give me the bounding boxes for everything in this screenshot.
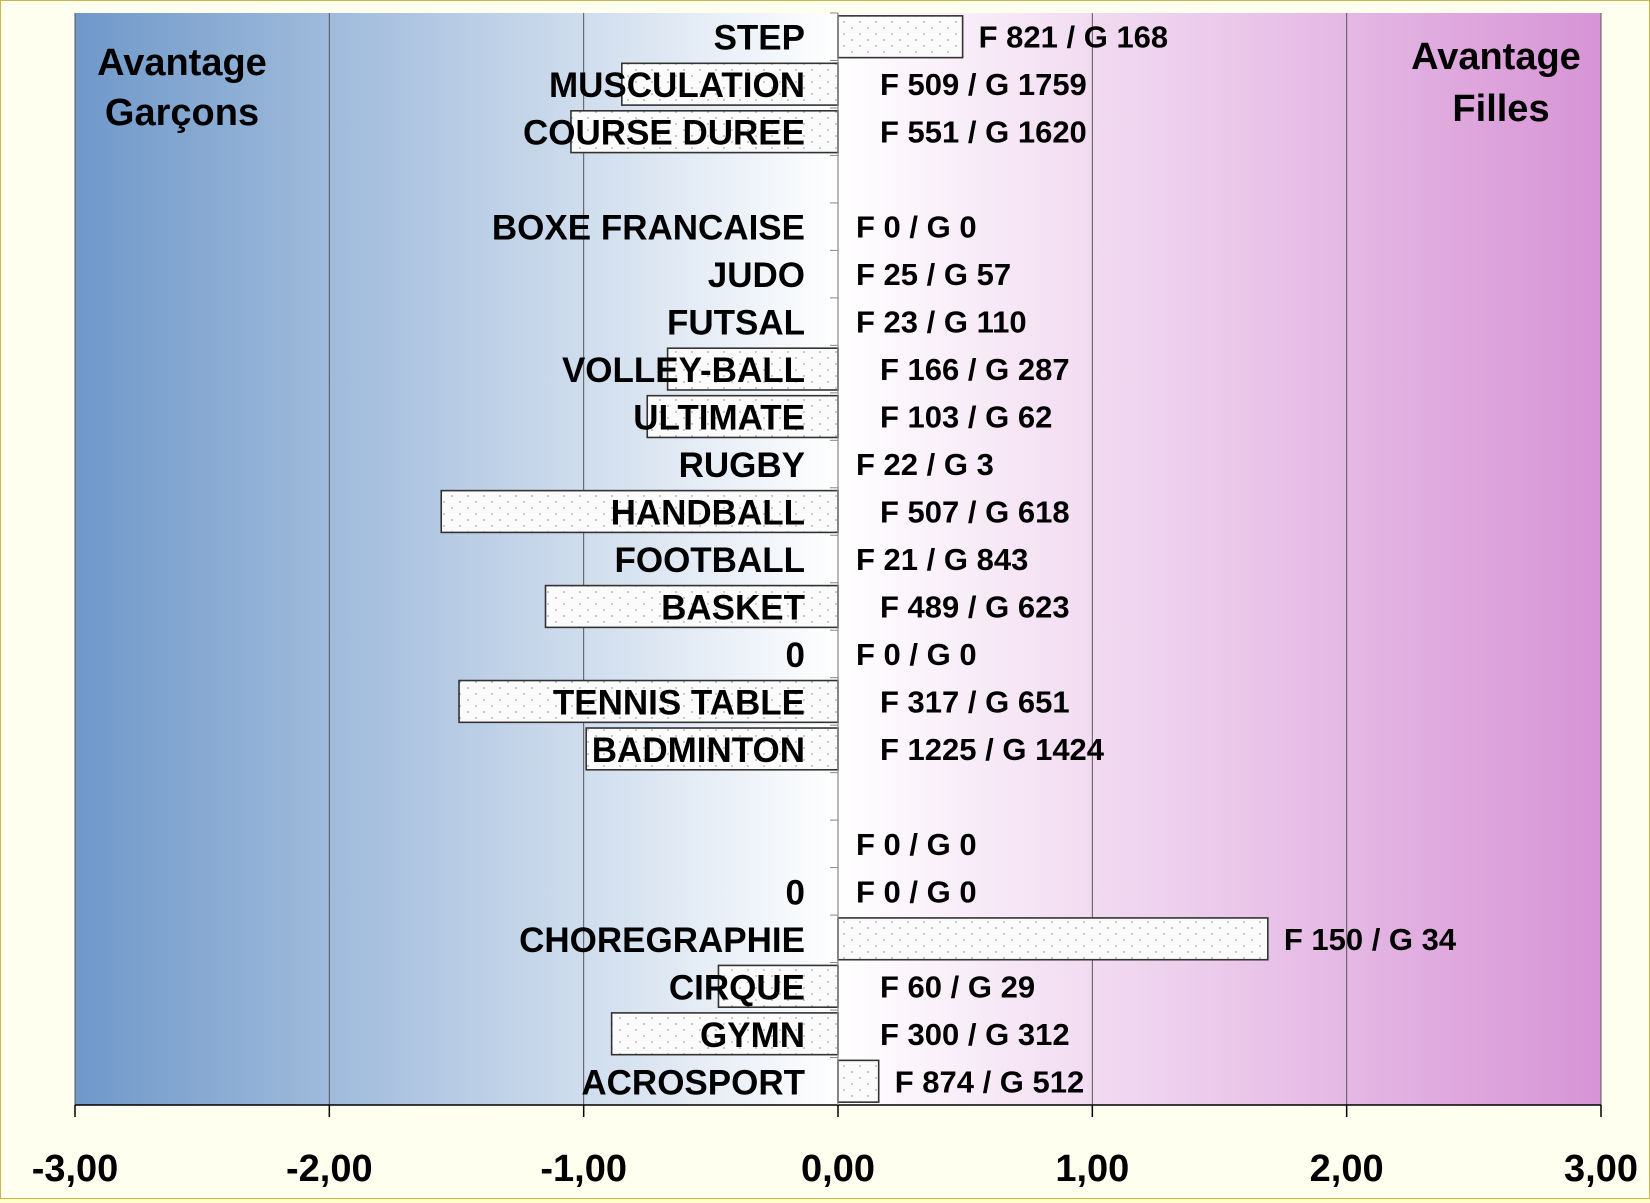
count-label: F 874 / G 512 bbox=[895, 1064, 1085, 1099]
count-label: F 0 / G 0 bbox=[856, 210, 977, 245]
category-label: ULTIMATE bbox=[633, 399, 805, 438]
count-label: F 150 / G 34 bbox=[1284, 922, 1457, 957]
bar bbox=[544, 584, 839, 629]
bar bbox=[646, 394, 839, 439]
count-label: F 25 / G 57 bbox=[856, 257, 1011, 292]
left-caption-line1: Avantage bbox=[97, 42, 267, 84]
x-tick-label: 1,00 bbox=[1055, 1148, 1129, 1190]
category-label: BASKET bbox=[661, 588, 805, 627]
category-label: 0 bbox=[786, 636, 805, 675]
count-label: F 509 / G 1759 bbox=[880, 67, 1087, 102]
x-tick-label: 0,00 bbox=[801, 1148, 875, 1190]
count-label: F 0 / G 0 bbox=[856, 874, 977, 909]
count-label: F 21 / G 843 bbox=[856, 542, 1028, 577]
category-label: CHOREGRAPHIE bbox=[519, 921, 805, 960]
count-label: F 317 / G 651 bbox=[880, 684, 1070, 719]
left-caption-line2: Garçons bbox=[105, 92, 259, 134]
bar bbox=[585, 727, 839, 771]
bar bbox=[458, 679, 839, 724]
category-label: FUTSAL bbox=[667, 304, 805, 343]
category-label: 0 bbox=[786, 873, 805, 912]
bar bbox=[837, 15, 964, 59]
x-tick-label: -2,00 bbox=[286, 1148, 373, 1190]
x-tick-label: 3,00 bbox=[1564, 1148, 1638, 1190]
category-label: COURSE DUREE bbox=[523, 114, 805, 153]
category-label: VOLLEY-BALL bbox=[562, 351, 805, 390]
x-tick-label: 2,00 bbox=[1310, 1148, 1384, 1190]
category-label: FOOTBALL bbox=[614, 541, 805, 580]
bar bbox=[440, 489, 839, 534]
category-label: JUDO bbox=[708, 256, 805, 295]
count-label: F 103 / G 62 bbox=[880, 400, 1052, 435]
category-label: STEP bbox=[714, 19, 805, 58]
x-tick-label: -1,00 bbox=[540, 1148, 627, 1190]
category-label: ACROSPORT bbox=[581, 1063, 805, 1102]
category-label: HANDBALL bbox=[611, 494, 805, 533]
category-label: RUGBY bbox=[679, 446, 805, 485]
count-label: F 300 / G 312 bbox=[880, 1017, 1070, 1052]
category-label: MUSCULATION bbox=[549, 66, 805, 105]
right-caption-line2: Filles bbox=[1452, 88, 1549, 130]
category-label: CIRQUE bbox=[669, 968, 805, 1007]
count-label: F 166 / G 287 bbox=[880, 352, 1070, 387]
count-label: F 23 / G 110 bbox=[856, 305, 1027, 340]
count-label: F 22 / G 3 bbox=[856, 447, 994, 482]
bar bbox=[837, 917, 1269, 961]
count-label: F 821 / G 168 bbox=[979, 20, 1169, 55]
count-label: F 0 / G 0 bbox=[856, 827, 977, 862]
category-label: TENNIS TABLE bbox=[553, 683, 805, 722]
right-caption-line1: Avantage bbox=[1411, 36, 1581, 78]
category-label: BOXE FRANCAISE bbox=[492, 209, 805, 248]
count-label: F 489 / G 623 bbox=[880, 589, 1070, 624]
bar bbox=[610, 1012, 839, 1056]
bar bbox=[717, 964, 839, 1008]
bar bbox=[666, 347, 839, 391]
category-label: BADMINTON bbox=[592, 731, 805, 770]
count-label: F 0 / G 0 bbox=[856, 637, 977, 672]
count-label: F 507 / G 618 bbox=[880, 495, 1070, 530]
count-label: F 60 / G 29 bbox=[880, 969, 1035, 1004]
x-tick-label: -3,00 bbox=[32, 1148, 119, 1190]
count-label: F 551 / G 1620 bbox=[880, 115, 1087, 150]
count-label: F 1225 / G 1424 bbox=[880, 732, 1105, 767]
bar bbox=[570, 110, 839, 154]
bar bbox=[837, 1059, 880, 1103]
category-label: GYMN bbox=[700, 1016, 805, 1055]
